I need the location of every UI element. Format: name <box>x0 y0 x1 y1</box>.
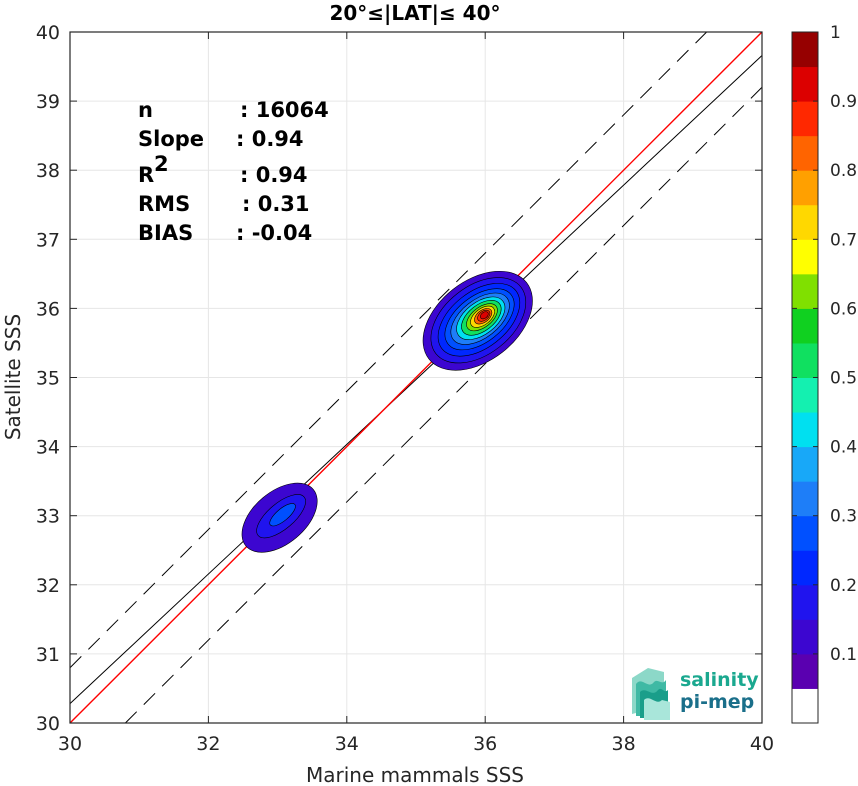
colorbar-tick-label-6: 0.7 <box>830 230 857 250</box>
colorbar-segment-7 <box>792 446 818 482</box>
colorbar-segment-4 <box>792 550 818 586</box>
stat-value-3: : 0.31 <box>242 192 310 216</box>
y-axis-ticks: 30 31 32 33 34 35 36 37 38 39 40 <box>36 22 762 735</box>
stat-value-0: : 16064 <box>240 98 329 122</box>
stat-label-0: n <box>138 98 153 122</box>
colorbar-segment-8 <box>792 412 818 448</box>
colorbar-segment-10 <box>792 342 818 378</box>
y-axis-label: Satellite SSS <box>1 314 25 440</box>
colorbar-segment-1 <box>792 653 818 689</box>
colorbar <box>791 31 819 724</box>
colorbar-segment-9 <box>792 377 818 413</box>
colorbar-tick-label-2: 0.3 <box>830 507 857 527</box>
colorbar-segment-15 <box>792 170 818 206</box>
statistics-block: n : 16064 Slope : 0.94 R 2 : 0.94 RMS : 0.31 BIAS… <box>138 98 329 245</box>
stat-label-2: R <box>138 163 154 187</box>
y-tick-label-10: 40 <box>36 22 60 44</box>
colorbar-tick-label-8: 0.9 <box>830 92 857 112</box>
colorbar-ticks: 0.1 0.2 0.3 0.4 0.5 0.6 0.7 0.8 0.9 1 <box>792 23 857 665</box>
fit-line <box>69 55 763 705</box>
y-tick-label-9: 39 <box>36 91 60 113</box>
colorbar-tick-label-7: 0.8 <box>830 161 857 181</box>
logo-line-1: salinity <box>680 669 759 691</box>
y-tick-label-5: 35 <box>36 368 60 390</box>
colorbar-segment-11 <box>792 308 818 344</box>
colorbar-tick-label-1: 0.2 <box>830 576 857 596</box>
y-tick-label-2: 32 <box>36 575 60 597</box>
stat-label-1: Slope <box>138 127 204 151</box>
upper-bound-line <box>69 31 707 669</box>
logo-line-2: pi-mep <box>680 691 754 713</box>
y-tick-label-8: 38 <box>36 160 60 182</box>
stat-value-4: : -0.04 <box>236 221 312 245</box>
identity-line <box>69 31 763 724</box>
colorbar-segment-14 <box>792 204 818 240</box>
colorbar-segment-5 <box>792 515 818 551</box>
x-tick-label-4: 38 <box>612 733 636 755</box>
lower-bound-line <box>125 86 763 724</box>
reference-lines <box>69 31 763 724</box>
x-tick-label-1: 32 <box>196 733 220 755</box>
x-tick-label-2: 34 <box>335 733 359 755</box>
colorbar-segment-13 <box>792 239 818 275</box>
density-contours <box>241 270 533 553</box>
stat-label-sup-2: 2 <box>154 152 169 176</box>
stat-label-4: BIAS <box>138 221 193 245</box>
y-tick-label-7: 37 <box>36 229 60 251</box>
colorbar-segment-16 <box>792 135 818 171</box>
y-tick-label-3: 33 <box>36 506 60 528</box>
x-axis-label: Marine mammals SSS <box>306 763 524 786</box>
colorbar-segment-19 <box>792 32 818 68</box>
colorbar-segment-6 <box>792 481 818 517</box>
salinity-pi-mep-logo: salinity pi-mep <box>632 668 759 720</box>
x-tick-label-3: 36 <box>473 733 497 755</box>
colorbar-tick-label-3: 0.4 <box>830 438 857 458</box>
colorbar-segment-12 <box>792 273 818 309</box>
colorbar-tick-label-4: 0.5 <box>830 369 857 389</box>
colorbar-tick-label-9: 1 <box>830 23 841 43</box>
chart-title: 20°≤|LAT|≤ 40° <box>329 1 500 25</box>
y-tick-label-1: 31 <box>36 644 60 666</box>
colorbar-segment-17 <box>792 101 818 137</box>
colorbar-segment-2 <box>792 619 818 655</box>
y-tick-label-0: 30 <box>36 713 60 735</box>
y-tick-label-4: 34 <box>36 437 60 459</box>
stat-label-3: RMS <box>138 192 190 216</box>
wave-logo-icon <box>632 668 670 720</box>
colorbar-segment-0 <box>792 688 818 724</box>
colorbar-tick-label-0: 0.1 <box>830 645 857 665</box>
density-contour-secondary-2 <box>269 503 296 527</box>
stat-value-2: : 0.94 <box>240 163 308 187</box>
colorbar-tick-label-5: 0.6 <box>830 299 857 319</box>
x-axis-ticks: 30 32 34 36 38 40 <box>58 32 774 755</box>
stat-value-1: : 0.94 <box>236 127 304 151</box>
density-contour-main-11 <box>480 311 489 320</box>
y-tick-label-6: 36 <box>36 298 60 320</box>
colorbar-segment-18 <box>792 66 818 102</box>
x-tick-label-5: 40 <box>750 733 774 755</box>
x-tick-label-0: 30 <box>58 733 82 755</box>
colorbar-segment-3 <box>792 584 818 620</box>
